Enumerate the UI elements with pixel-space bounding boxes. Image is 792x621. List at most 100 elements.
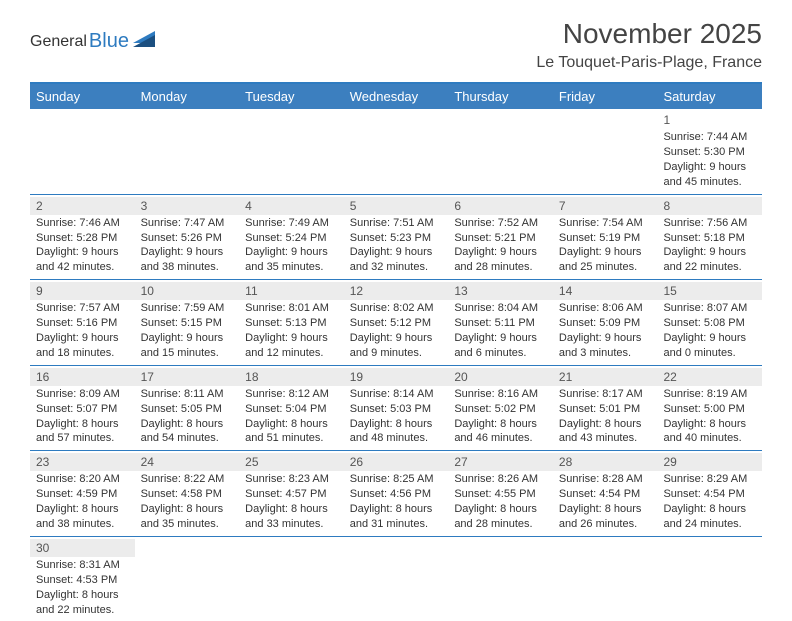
daylight-line: Daylight: 8 hours and 51 minutes. — [245, 417, 338, 447]
header: GeneralBlue November 2025 Le Touquet-Par… — [30, 18, 762, 76]
weekday-wednesday: Wednesday — [344, 84, 449, 109]
day-cell: 11Sunrise: 8:01 AMSunset: 5:13 PMDayligh… — [239, 280, 344, 365]
sunrise-line: Sunrise: 8:11 AM — [141, 387, 234, 402]
sunrise-line: Sunrise: 8:31 AM — [36, 558, 129, 573]
sunset-line: Sunset: 5:28 PM — [36, 231, 129, 246]
sunrise-line: Sunrise: 7:46 AM — [36, 216, 129, 231]
sunset-line: Sunset: 5:13 PM — [245, 316, 338, 331]
day-number: 28 — [553, 453, 658, 471]
day-cell: . — [448, 109, 553, 194]
daylight-line: Daylight: 8 hours and 38 minutes. — [36, 502, 129, 532]
sunrise-line: Sunrise: 8:16 AM — [454, 387, 547, 402]
weekday-tuesday: Tuesday — [239, 84, 344, 109]
sunrise-line: Sunrise: 7:52 AM — [454, 216, 547, 231]
day-cell: . — [344, 109, 449, 194]
day-number: 30 — [30, 539, 135, 557]
calendar-row: 30Sunrise: 8:31 AMSunset: 4:53 PMDayligh… — [30, 537, 762, 621]
day-number: 29 — [657, 453, 762, 471]
daylight-line: Daylight: 8 hours and 35 minutes. — [141, 502, 234, 532]
day-body: Sunrise: 8:26 AMSunset: 4:55 PMDaylight:… — [454, 471, 547, 531]
day-number: 18 — [239, 368, 344, 386]
day-cell: 12Sunrise: 8:02 AMSunset: 5:12 PMDayligh… — [344, 280, 449, 365]
daylight-line: Daylight: 9 hours and 32 minutes. — [350, 245, 443, 275]
daylight-line: Daylight: 9 hours and 9 minutes. — [350, 331, 443, 361]
day-cell: . — [553, 109, 658, 194]
sunrise-line: Sunrise: 7:56 AM — [663, 216, 756, 231]
day-cell: 28Sunrise: 8:28 AMSunset: 4:54 PMDayligh… — [553, 451, 658, 536]
sunset-line: Sunset: 5:24 PM — [245, 231, 338, 246]
sunset-line: Sunset: 5:19 PM — [559, 231, 652, 246]
sunrise-line: Sunrise: 8:26 AM — [454, 472, 547, 487]
day-cell: 10Sunrise: 7:59 AMSunset: 5:15 PMDayligh… — [135, 280, 240, 365]
sunrise-line: Sunrise: 7:47 AM — [141, 216, 234, 231]
day-cell: 2Sunrise: 7:46 AMSunset: 5:28 PMDaylight… — [30, 195, 135, 280]
day-number: 7 — [553, 197, 658, 215]
day-body: Sunrise: 8:11 AMSunset: 5:05 PMDaylight:… — [141, 386, 234, 446]
sunset-line: Sunset: 5:16 PM — [36, 316, 129, 331]
sunset-line: Sunset: 5:00 PM — [663, 402, 756, 417]
day-cell: 17Sunrise: 8:11 AMSunset: 5:05 PMDayligh… — [135, 366, 240, 451]
day-cell: 24Sunrise: 8:22 AMSunset: 4:58 PMDayligh… — [135, 451, 240, 536]
sunrise-line: Sunrise: 8:20 AM — [36, 472, 129, 487]
day-cell: 27Sunrise: 8:26 AMSunset: 4:55 PMDayligh… — [448, 451, 553, 536]
day-number: 3 — [135, 197, 240, 215]
daylight-line: Daylight: 9 hours and 25 minutes. — [559, 245, 652, 275]
sunset-line: Sunset: 5:11 PM — [454, 316, 547, 331]
day-number: 13 — [448, 282, 553, 300]
weekday-saturday: Saturday — [657, 84, 762, 109]
day-body: Sunrise: 8:22 AMSunset: 4:58 PMDaylight:… — [141, 471, 234, 531]
day-cell: 22Sunrise: 8:19 AMSunset: 5:00 PMDayligh… — [657, 366, 762, 451]
day-number: 4 — [239, 197, 344, 215]
daylight-line: Daylight: 9 hours and 12 minutes. — [245, 331, 338, 361]
day-number: 17 — [135, 368, 240, 386]
day-cell: . — [239, 537, 344, 621]
day-cell: 8Sunrise: 7:56 AMSunset: 5:18 PMDaylight… — [657, 195, 762, 280]
sunset-line: Sunset: 4:56 PM — [350, 487, 443, 502]
day-body: Sunrise: 8:04 AMSunset: 5:11 PMDaylight:… — [454, 300, 547, 360]
sunset-line: Sunset: 4:54 PM — [559, 487, 652, 502]
day-number: 11 — [239, 282, 344, 300]
calendar-row: 2Sunrise: 7:46 AMSunset: 5:28 PMDaylight… — [30, 195, 762, 281]
day-cell: 30Sunrise: 8:31 AMSunset: 4:53 PMDayligh… — [30, 537, 135, 621]
day-number: 15 — [657, 282, 762, 300]
sunrise-line: Sunrise: 8:14 AM — [350, 387, 443, 402]
sunset-line: Sunset: 5:08 PM — [663, 316, 756, 331]
location: Le Touquet-Paris-Plage, France — [536, 54, 762, 72]
day-number: 20 — [448, 368, 553, 386]
daylight-line: Daylight: 9 hours and 0 minutes. — [663, 331, 756, 361]
day-cell: 18Sunrise: 8:12 AMSunset: 5:04 PMDayligh… — [239, 366, 344, 451]
daylight-line: Daylight: 9 hours and 18 minutes. — [36, 331, 129, 361]
day-number: 16 — [30, 368, 135, 386]
daylight-line: Daylight: 9 hours and 45 minutes. — [663, 160, 756, 190]
daylight-line: Daylight: 8 hours and 28 minutes. — [454, 502, 547, 532]
sunrise-line: Sunrise: 8:22 AM — [141, 472, 234, 487]
day-body: Sunrise: 8:20 AMSunset: 4:59 PMDaylight:… — [36, 471, 129, 531]
day-cell: 6Sunrise: 7:52 AMSunset: 5:21 PMDaylight… — [448, 195, 553, 280]
daylight-line: Daylight: 8 hours and 57 minutes. — [36, 417, 129, 447]
day-cell: . — [135, 537, 240, 621]
sunset-line: Sunset: 5:18 PM — [663, 231, 756, 246]
sunset-line: Sunset: 5:12 PM — [350, 316, 443, 331]
day-cell: 1Sunrise: 7:44 AMSunset: 5:30 PMDaylight… — [657, 109, 762, 194]
flag-icon — [133, 31, 155, 52]
day-number: 14 — [553, 282, 658, 300]
sunrise-line: Sunrise: 8:12 AM — [245, 387, 338, 402]
day-cell: 14Sunrise: 8:06 AMSunset: 5:09 PMDayligh… — [553, 280, 658, 365]
day-body: Sunrise: 8:16 AMSunset: 5:02 PMDaylight:… — [454, 386, 547, 446]
day-cell: 15Sunrise: 8:07 AMSunset: 5:08 PMDayligh… — [657, 280, 762, 365]
sunrise-line: Sunrise: 8:09 AM — [36, 387, 129, 402]
day-number: 23 — [30, 453, 135, 471]
day-body: Sunrise: 8:09 AMSunset: 5:07 PMDaylight:… — [36, 386, 129, 446]
sunrise-line: Sunrise: 8:29 AM — [663, 472, 756, 487]
day-body: Sunrise: 8:06 AMSunset: 5:09 PMDaylight:… — [559, 300, 652, 360]
sunset-line: Sunset: 5:07 PM — [36, 402, 129, 417]
day-number: 26 — [344, 453, 449, 471]
day-body: Sunrise: 7:51 AMSunset: 5:23 PMDaylight:… — [350, 215, 443, 275]
weekday-friday: Friday — [553, 84, 658, 109]
daylight-line: Daylight: 8 hours and 22 minutes. — [36, 588, 129, 618]
day-body: Sunrise: 7:52 AMSunset: 5:21 PMDaylight:… — [454, 215, 547, 275]
day-number: 10 — [135, 282, 240, 300]
day-cell: 5Sunrise: 7:51 AMSunset: 5:23 PMDaylight… — [344, 195, 449, 280]
calendar-row: 23Sunrise: 8:20 AMSunset: 4:59 PMDayligh… — [30, 451, 762, 537]
day-cell: 25Sunrise: 8:23 AMSunset: 4:57 PMDayligh… — [239, 451, 344, 536]
